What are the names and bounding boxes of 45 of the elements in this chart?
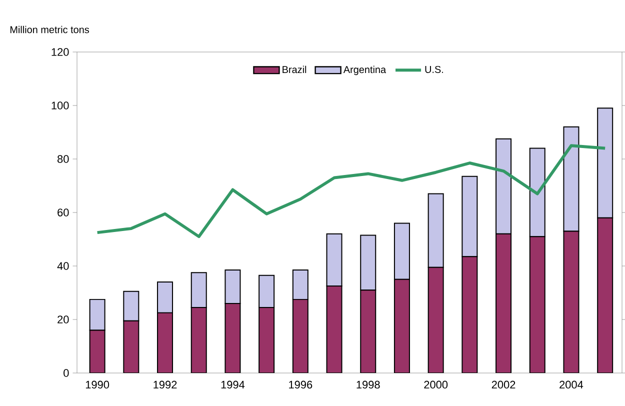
y-tick-label: 60	[58, 208, 69, 216]
bar	[190, 306, 207, 373]
y-tick-label: 0	[64, 369, 69, 377]
x-tick-label: 2004	[560, 380, 584, 389]
bar	[326, 233, 342, 287]
bar	[462, 256, 478, 373]
bar	[123, 320, 140, 373]
bar	[157, 312, 174, 373]
bar	[292, 270, 308, 300]
bar	[428, 266, 444, 373]
bar	[190, 272, 207, 308]
y-tick-label: 120	[52, 48, 69, 56]
bar	[89, 330, 106, 373]
bar	[326, 286, 342, 373]
legend-label: Brazil	[282, 66, 306, 74]
bar	[157, 282, 174, 314]
bar	[258, 306, 275, 373]
bar	[360, 290, 376, 373]
x-tick-label: 1998	[356, 380, 380, 389]
bar	[123, 290, 140, 322]
line-series	[96, 144, 607, 238]
x-tick-label: 2000	[424, 380, 448, 389]
y-tick-label: 80	[58, 155, 69, 163]
bar	[258, 274, 275, 308]
legend-label: U.S.	[425, 66, 443, 73]
x-tick-label: 1990	[86, 380, 110, 389]
bar	[563, 230, 580, 373]
bar	[597, 217, 614, 373]
x-tick-label: 2002	[492, 380, 516, 389]
bar	[224, 270, 241, 304]
bar	[224, 302, 241, 373]
bar	[394, 222, 410, 280]
bar	[360, 234, 376, 291]
bar	[292, 298, 308, 373]
x-tick-label: 1994	[221, 380, 245, 389]
bar	[529, 236, 546, 373]
y-axis-title: Million metric tons	[10, 26, 90, 34]
legend-label: Argentina	[343, 66, 386, 76]
x-tick-label: 1992	[154, 380, 177, 389]
y-tick-label: 40	[57, 262, 69, 270]
y-tick-label: 100	[52, 102, 69, 110]
bar	[394, 278, 410, 373]
bar	[496, 233, 512, 373]
y-tick-label: 20	[58, 316, 69, 324]
x-tick-label: 1996	[289, 380, 312, 389]
